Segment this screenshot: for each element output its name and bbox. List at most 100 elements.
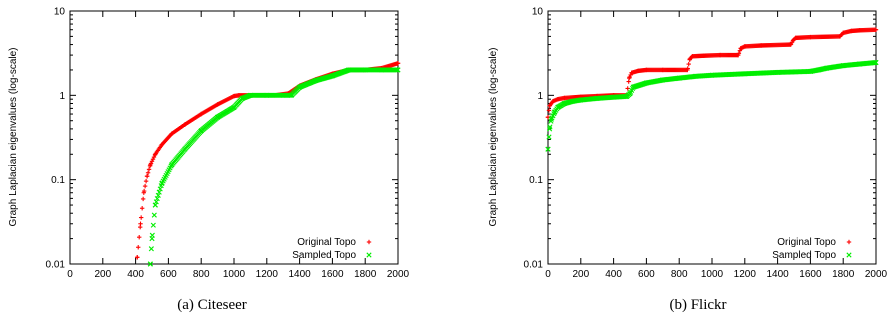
data-point <box>686 61 691 67</box>
y-tick-label: 1 <box>537 91 543 102</box>
data-point <box>247 92 253 98</box>
y-tick-label: 10 <box>54 7 66 18</box>
data-point <box>629 70 634 76</box>
data-point <box>141 190 146 195</box>
data-point <box>151 212 157 218</box>
data-point <box>153 152 158 157</box>
data-point <box>236 93 242 98</box>
data-point <box>136 245 141 250</box>
data-point <box>759 43 764 48</box>
data-point <box>622 93 628 100</box>
data-point <box>626 75 632 81</box>
x-tick-label: 1200 <box>256 269 279 280</box>
data-point <box>873 59 879 66</box>
data-point <box>790 38 796 43</box>
data-point <box>840 63 846 69</box>
legend-marker-sampled <box>846 252 852 258</box>
data-point <box>288 92 294 98</box>
data-point <box>736 52 741 58</box>
data-point <box>693 73 699 79</box>
data-point <box>872 60 878 66</box>
legend: Original Topo Sampled Topo <box>292 237 372 261</box>
chart-citeseer: 0.01 0.1 1 10 0 200 400 600 800 1000 1200 1400 1600… <box>8 7 410 314</box>
data-point <box>742 71 748 77</box>
y-tick-label: 0.01 <box>524 260 544 271</box>
data-point <box>660 77 666 83</box>
data-point <box>139 206 145 211</box>
x-tick-label: 200 <box>572 269 589 280</box>
data-point <box>547 126 553 132</box>
series-sampled-topo <box>545 59 879 152</box>
y-tick-label: 0.1 <box>51 175 65 186</box>
plot-frame <box>69 10 399 265</box>
legend-marker-symbol <box>846 239 852 245</box>
data-point <box>149 236 155 242</box>
x-tick-label: 1800 <box>832 269 855 280</box>
x-tick-label: 1000 <box>701 269 724 280</box>
legend-marker-sampled <box>366 252 372 258</box>
x-tick-label: 1000 <box>223 269 246 280</box>
x-tick-label: 1800 <box>354 269 377 280</box>
data-point <box>346 67 352 73</box>
y-tick-label: 10 <box>532 7 544 18</box>
caption-citeseer: (a) Citeseer <box>177 297 247 313</box>
data-point <box>594 95 600 101</box>
data-point <box>636 68 641 74</box>
data-point <box>660 67 665 73</box>
legend-marker-symbol <box>366 252 372 258</box>
data-point <box>145 170 151 175</box>
x-tick-label: 1600 <box>321 269 344 280</box>
data-point <box>562 95 567 101</box>
data-point <box>627 90 633 97</box>
data-point <box>138 221 143 226</box>
chart-flickr: 0.01 0.1 1 10 0 200 400 600 800 1000 1200 1400 1600… <box>488 7 888 314</box>
legend-marker-symbol <box>366 239 372 245</box>
legend-label-sampled: Sampled Topo <box>292 250 356 261</box>
x-tick-label: 600 <box>160 269 177 280</box>
data-point <box>630 84 636 90</box>
data-point <box>379 67 385 73</box>
x-tick-label: 800 <box>671 269 688 280</box>
data-point <box>738 46 743 51</box>
x-tick-label: 800 <box>193 269 210 280</box>
data-point <box>159 142 165 147</box>
data-point <box>169 131 174 136</box>
data-point <box>150 156 156 162</box>
data-point <box>231 104 237 110</box>
data-point <box>148 246 154 252</box>
data-point <box>142 183 148 189</box>
data-point <box>395 67 401 73</box>
data-point <box>280 92 286 98</box>
data-point <box>135 255 140 260</box>
y-axis-label: Graph Laplacian eigenvalues (log-scale) <box>8 48 19 227</box>
data-point <box>643 80 649 86</box>
data-point <box>701 53 706 58</box>
data-point <box>143 178 149 184</box>
data-point <box>676 75 682 81</box>
data-point <box>297 84 303 90</box>
caption-flickr: (b) Flickr <box>669 297 726 313</box>
plot-frame <box>547 10 877 265</box>
data-point <box>150 222 156 228</box>
data-point <box>152 202 158 208</box>
x-tick-label: 2000 <box>387 269 410 280</box>
data-point <box>788 42 793 47</box>
data-point <box>215 102 220 107</box>
y-axis-label: Graph Laplacian eigenvalues (log-scale) <box>488 48 499 227</box>
x-tick-label: 400 <box>127 269 144 280</box>
data-point <box>362 67 368 73</box>
data-point <box>329 73 335 79</box>
series-layer <box>545 27 879 152</box>
y-tick-label: 0.1 <box>529 175 543 186</box>
x-tick-label: 200 <box>94 269 111 280</box>
data-point <box>182 122 187 127</box>
data-point <box>841 30 846 36</box>
x-tick-label: 1200 <box>734 269 757 280</box>
data-point <box>395 61 401 66</box>
data-point <box>199 111 204 117</box>
data-point <box>546 108 552 113</box>
data-point <box>709 72 715 78</box>
data-point <box>857 28 862 33</box>
data-point <box>570 98 576 104</box>
data-point <box>551 109 558 115</box>
